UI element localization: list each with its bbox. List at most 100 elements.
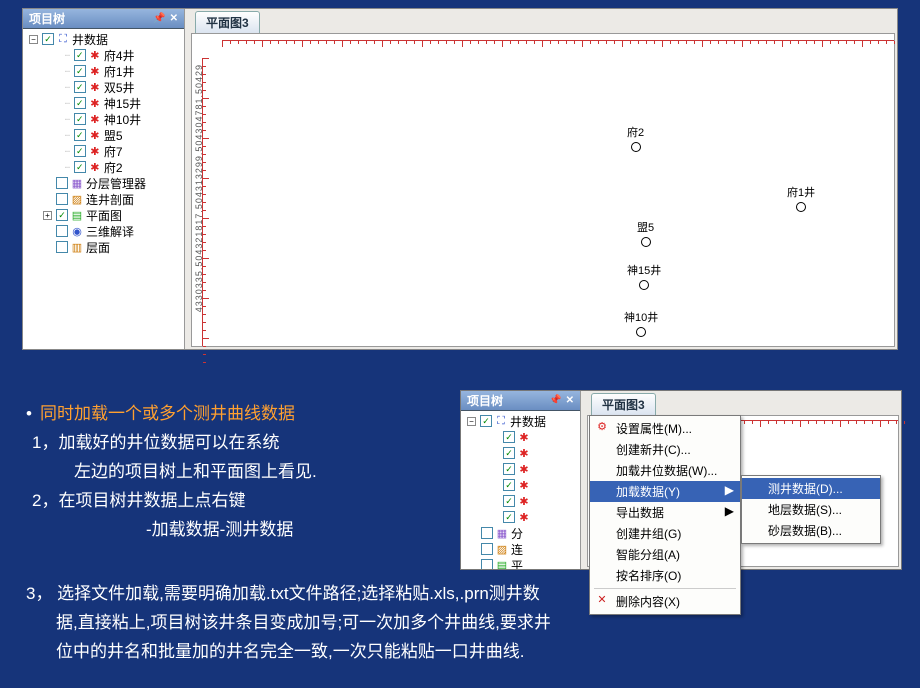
menu-item[interactable]: ⚙设置属性(M)... xyxy=(590,418,740,439)
well-marker[interactable]: 府2 xyxy=(627,124,644,152)
well-label: 神15井 xyxy=(627,262,661,278)
checkbox[interactable] xyxy=(56,177,68,189)
category-label: 分层管理器 xyxy=(86,175,146,192)
well-label: 府2 xyxy=(104,159,123,176)
checkbox[interactable] xyxy=(56,225,68,237)
expander-icon[interactable]: − xyxy=(29,35,38,44)
tree-other-row[interactable]: ▦分 xyxy=(463,525,578,541)
well-label: 府2 xyxy=(627,124,644,140)
tree-well-row[interactable]: ✓✱ xyxy=(463,445,578,461)
well-icon: ✱ xyxy=(88,113,102,126)
checkbox[interactable]: ✓ xyxy=(74,65,86,77)
well-marker[interactable]: 府1井 xyxy=(787,184,815,212)
mini-tree-panel: 项目树 📌 ✕ − ✓ ⛶ 井数据 ✓✱✓✱✓✱✓✱✓✱✓✱ ▦分▨连▤平◉三▥… xyxy=(461,391,581,569)
checkbox[interactable]: ✓ xyxy=(74,161,86,173)
checkbox[interactable]: ✓ xyxy=(74,97,86,109)
menu-item[interactable]: 加载数据(Y)▶ xyxy=(590,481,740,502)
mini-tree-titlebar: 项目树 📌 ✕ xyxy=(461,391,580,411)
tree-well-row[interactable]: ┈✓✱神10井 xyxy=(25,111,182,127)
well-ring-icon xyxy=(639,280,649,290)
tree-root-row[interactable]: − ✓ ⛶ 井数据 xyxy=(25,31,182,47)
tree-other-row[interactable]: ▨连井剖面 xyxy=(25,191,182,207)
tree-well-row[interactable]: ✓✱ xyxy=(463,477,578,493)
checkbox[interactable]: ✓ xyxy=(503,431,515,443)
expander-icon[interactable]: − xyxy=(467,417,476,426)
well-icon: ✱ xyxy=(88,49,102,62)
menu-item-label: 按名排序(O) xyxy=(616,569,681,583)
expander-icon[interactable]: + xyxy=(43,211,52,220)
menu-item[interactable]: 导出数据▶ xyxy=(590,502,740,523)
mini-root-label: 井数据 xyxy=(510,413,546,430)
submenu-item[interactable]: 测井数据(D)... xyxy=(742,478,880,499)
checkbox[interactable]: ✓ xyxy=(74,113,86,125)
mini-screenshot: 项目树 📌 ✕ − ✓ ⛶ 井数据 ✓✱✓✱✓✱✓✱✓✱✓✱ ▦分▨连▤平◉三▥… xyxy=(460,390,902,570)
menu-item[interactable]: 加载井位数据(W)... xyxy=(590,460,740,481)
tree-other-row[interactable]: ▨连 xyxy=(463,541,578,557)
menu-item[interactable]: ✕删除内容(X) xyxy=(590,591,740,612)
checkbox[interactable]: ✓ xyxy=(74,81,86,93)
menu-item[interactable]: 创建井组(G) xyxy=(590,523,740,544)
tree-line-icon: ┈ xyxy=(65,147,70,156)
checkbox[interactable]: ✓ xyxy=(503,463,515,475)
checkbox[interactable]: ✓ xyxy=(503,511,515,523)
checkbox[interactable]: ✓ xyxy=(74,49,86,61)
checkbox[interactable] xyxy=(56,193,68,205)
mini-tree-body: − ✓ ⛶ 井数据 ✓✱✓✱✓✱✓✱✓✱✓✱ ▦分▨连▤平◉三▥层 xyxy=(461,411,580,569)
tree-other-row[interactable]: ◉三维解译 xyxy=(25,223,182,239)
tree-well-row[interactable]: ┈✓✱神15井 xyxy=(25,95,182,111)
checkbox[interactable]: ✓ xyxy=(503,447,515,459)
tree-well-row[interactable]: ┈✓✱府1井 xyxy=(25,63,182,79)
tree-well-row[interactable]: ┈✓✱府4井 xyxy=(25,47,182,63)
submenu-item[interactable]: 砂层数据(B)... xyxy=(742,520,880,541)
well-icon: ✱ xyxy=(517,511,531,524)
menu-item[interactable]: 创建新井(C)... xyxy=(590,439,740,460)
well-icon: ✱ xyxy=(88,129,102,142)
mini-tab[interactable]: 平面图3 xyxy=(591,393,656,415)
pin-icon[interactable]: 📌 xyxy=(153,13,165,24)
checkbox[interactable]: ✓ xyxy=(56,209,68,221)
menu-item[interactable]: 智能分组(A) xyxy=(590,544,740,565)
tree-well-row[interactable]: ✓✱ xyxy=(463,509,578,525)
tree-body: − ✓ ⛶ 井数据 ┈✓✱府4井┈✓✱府1井┈✓✱双5井┈✓✱神15井┈✓✱神1… xyxy=(23,29,184,349)
checkbox[interactable] xyxy=(481,543,493,555)
tree-well-row[interactable]: ✓✱ xyxy=(463,493,578,509)
menu-item-icon: ✕ xyxy=(594,593,610,606)
checkbox[interactable]: ✓ xyxy=(42,33,54,45)
pin-icon[interactable]: 📌 xyxy=(549,395,561,406)
checkbox[interactable]: ✓ xyxy=(480,415,492,427)
tree-other-row[interactable]: ▥层面 xyxy=(25,239,182,255)
well-label: 神15井 xyxy=(104,95,141,112)
tree-other-row[interactable]: ▦分层管理器 xyxy=(25,175,182,191)
tree-well-row[interactable]: ┈✓✱府2 xyxy=(25,159,182,175)
checkbox[interactable]: ✓ xyxy=(74,145,86,157)
tree-well-row[interactable]: ┈✓✱双5井 xyxy=(25,79,182,95)
checkbox[interactable]: ✓ xyxy=(503,495,515,507)
checkbox[interactable]: ✓ xyxy=(503,479,515,491)
tab-strip: 平面图3 xyxy=(195,11,260,33)
menu-separator xyxy=(594,588,736,589)
checkbox[interactable]: ✓ xyxy=(74,129,86,141)
menu-item-label: 加载数据(Y) xyxy=(616,485,680,499)
tree-other-row[interactable]: +✓▤平面图 xyxy=(25,207,182,223)
mini-tree-root[interactable]: − ✓ ⛶ 井数据 xyxy=(463,413,578,429)
menu-item-label: 导出数据 xyxy=(616,506,664,520)
tree-other-row[interactable]: ▤平 xyxy=(463,557,578,569)
checkbox[interactable] xyxy=(481,527,493,539)
tree-well-row[interactable]: ✓✱ xyxy=(463,429,578,445)
well-icon: ✱ xyxy=(517,431,531,444)
menu-item[interactable]: 按名排序(O) xyxy=(590,565,740,586)
well-marker[interactable]: 神15井 xyxy=(627,262,661,290)
close-icon[interactable]: ✕ xyxy=(170,13,178,24)
well-marker[interactable]: 神10井 xyxy=(624,309,658,337)
tree-well-row[interactable]: ┈✓✱府7 xyxy=(25,143,182,159)
tree-well-row[interactable]: ┈✓✱盟5 xyxy=(25,127,182,143)
checkbox[interactable] xyxy=(56,241,68,253)
well-marker[interactable]: 盟5 xyxy=(637,219,654,247)
tab-planview[interactable]: 平面图3 xyxy=(195,11,260,33)
close-icon[interactable]: ✕ xyxy=(566,395,574,406)
submenu-item[interactable]: 地层数据(S)... xyxy=(742,499,880,520)
well-ring-icon xyxy=(636,327,646,337)
category-label: 连井剖面 xyxy=(86,191,134,208)
tree-well-row[interactable]: ✓✱ xyxy=(463,461,578,477)
checkbox[interactable] xyxy=(481,559,493,569)
